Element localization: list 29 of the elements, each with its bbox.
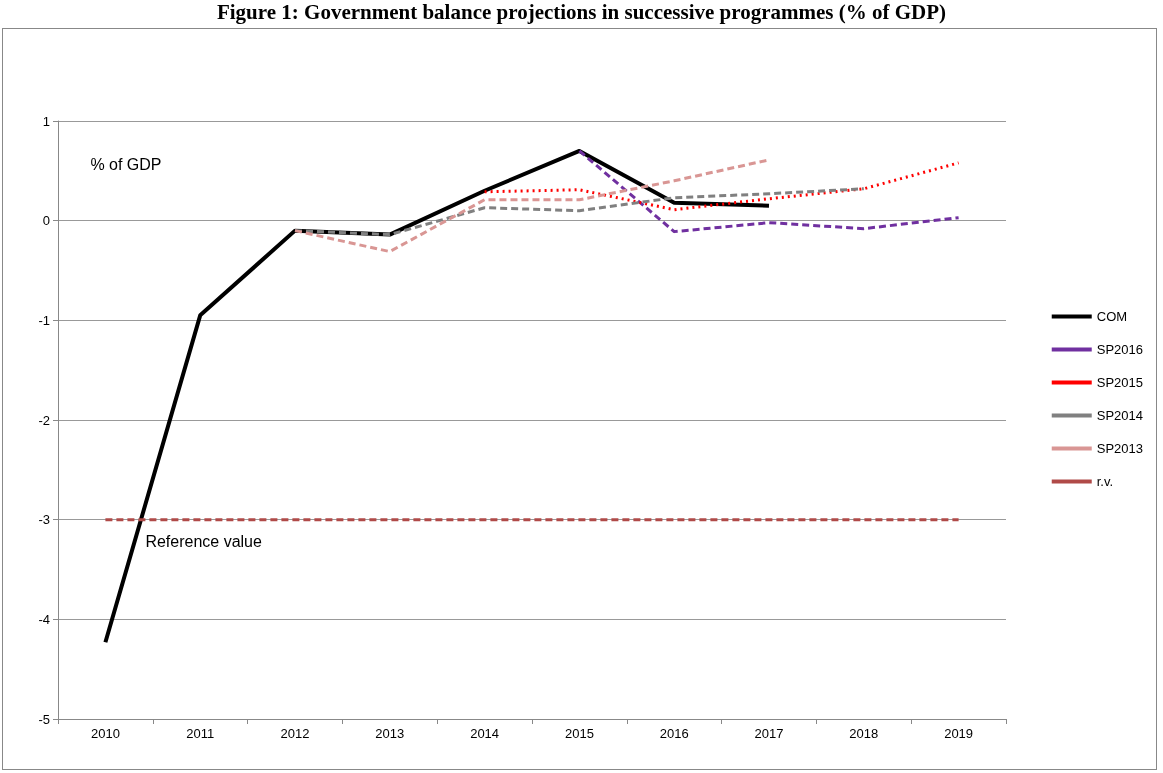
x-tick-label: 2016: [659, 726, 689, 741]
y-tick-label: -4: [38, 611, 50, 627]
x-tick-label: 2015: [564, 726, 594, 741]
y-tick-label: -2: [38, 412, 50, 428]
x-tick-label: 2014: [470, 726, 500, 741]
x-tick-label: 2017: [754, 726, 784, 741]
y-tick-label: -5: [38, 711, 50, 727]
x-tick-label: 2013: [375, 726, 405, 741]
legend-label: SP2013: [1096, 441, 1143, 456]
line-series: [483, 161, 961, 212]
x-tick-label: 2018: [849, 726, 879, 741]
line-series: [577, 149, 961, 234]
legend-label: COM: [1096, 309, 1128, 324]
legend-label: SP2014: [1096, 408, 1143, 423]
y-tick-label: 1: [42, 113, 50, 129]
x-tick-label: 2011: [186, 726, 215, 741]
line-series: [103, 148, 771, 645]
y-tick-label: 0: [42, 213, 50, 229]
chart-title: Figure 1: Government balance projections in successive programmes (% of GDP): [215, 0, 948, 25]
x-tick-label: 2019: [944, 726, 974, 741]
legend-label: SP2015: [1096, 375, 1143, 390]
y-tick-label: -3: [38, 512, 50, 528]
legend-label: SP2016: [1096, 342, 1143, 357]
annotation: Reference value: [145, 533, 263, 551]
annotation: % of GDP: [90, 155, 162, 173]
legend-label: r.v.: [1096, 474, 1114, 489]
y-tick-label: -1: [38, 312, 50, 328]
x-tick-label: 2010: [90, 726, 120, 741]
x-tick-label: 2012: [280, 726, 310, 741]
